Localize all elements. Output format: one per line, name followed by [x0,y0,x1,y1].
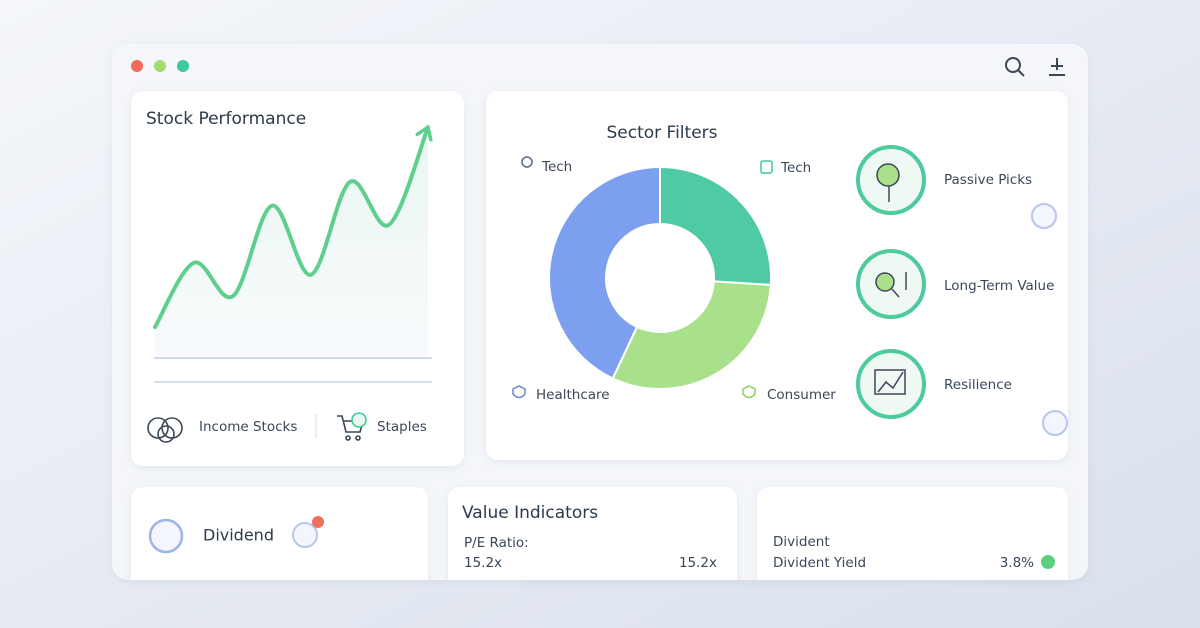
card-title: Value Indicators [462,503,598,523]
arrow-head [415,125,433,142]
tag[interactable]: Staples [377,419,427,435]
dollar-icon [292,522,318,548]
minimize-dot[interactable] [154,60,166,72]
maximize-dot[interactable] [177,60,189,72]
card-title: Divident [773,534,830,550]
sector-label[interactable]: Tech [780,160,811,176]
dollar-icon [148,518,184,554]
divident-card [757,487,1068,580]
close-dot[interactable] [131,60,143,72]
dividend-label: Dividend [203,526,274,545]
cart-icon [337,412,367,441]
search-icon[interactable] [1005,57,1025,77]
metric-label: P/E Ratio: [464,535,529,551]
pick-label[interactable]: Passive Picks [944,172,1032,188]
line [153,125,430,330]
sector-label[interactable]: Consumer [767,387,836,403]
value-card [448,487,737,580]
pick-glyphs [874,163,907,395]
download-icon[interactable] [1049,58,1065,76]
card-title: Stock Performance [146,109,306,129]
donut-segment [659,165,772,287]
dollar-icon [1042,410,1068,436]
alert-badge [312,516,324,528]
tech-icon [760,160,773,174]
shield-icon [512,385,526,399]
tag[interactable]: Income Stocks [199,419,297,435]
sector-label[interactable]: Healthcare [536,387,610,403]
pick-label[interactable]: Resilience [944,377,1012,393]
donut-segment [548,165,661,380]
donut-chart [548,165,772,390]
metric-label: Divident Yield [773,555,866,571]
shield-icon [742,385,756,399]
metric-value: 3.8% [1000,555,1034,571]
donut-segment [611,280,772,390]
card-title: Sector Filters [606,123,717,143]
sector-label[interactable]: Tech [541,159,572,175]
metric-value: 15.2x [679,555,717,571]
money-icon [147,417,183,443]
person-icon [521,156,533,168]
up-badge [1041,555,1055,569]
metric-value: 15.2x [464,555,502,571]
pick-label[interactable]: Long-Term Value [944,278,1054,294]
dividend-card [131,487,428,580]
line-chart [153,125,433,359]
dollar-icon [1031,203,1057,229]
